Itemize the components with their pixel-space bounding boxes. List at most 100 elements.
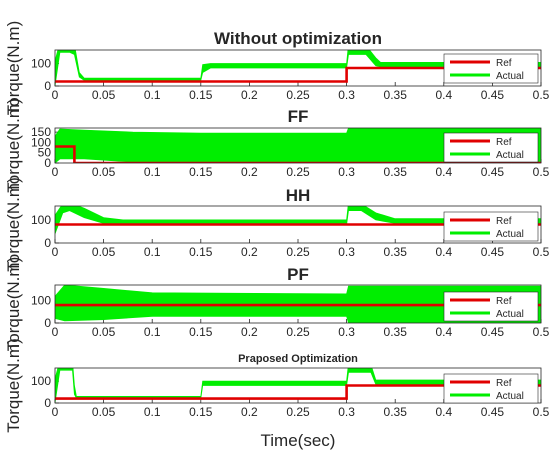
x-tick-label: 0.35 xyxy=(384,325,408,339)
x-tick-label: 0.35 xyxy=(384,165,408,179)
y-axis-label: Torque(N.m) xyxy=(4,177,23,271)
legend-label-ref: Ref xyxy=(496,378,512,389)
x-tick-label: 0.45 xyxy=(481,245,505,259)
x-tick-label: 0.15 xyxy=(189,245,213,259)
x-tick-label: 0.1 xyxy=(144,245,161,259)
x-tick-label: 0.1 xyxy=(144,88,161,102)
x-tick-label: 0.5 xyxy=(533,245,549,259)
y-tick-label: 0 xyxy=(44,316,51,330)
legend-label-ref: Ref xyxy=(496,296,512,307)
plot-content xyxy=(55,128,541,163)
y-axis-label: Torque(N.m) xyxy=(4,98,23,192)
legend: Ref Actual xyxy=(443,211,539,242)
legend-box xyxy=(443,132,539,163)
x-tick-label: 0.4 xyxy=(435,245,452,259)
x-tick-label: 0.05 xyxy=(92,165,116,179)
x-tick-label: 0.3 xyxy=(338,405,355,419)
x-tick-label: 0.5 xyxy=(533,165,549,179)
subplot-1: Without optimization 0 100 0 0.05 0.1 0.15 0.2 0… xyxy=(4,21,549,115)
x-tick-label: 0.2 xyxy=(241,325,258,339)
series-actual-band xyxy=(55,206,541,234)
x-tick-label: 0.45 xyxy=(481,165,505,179)
plot-content xyxy=(55,50,541,86)
x-tick-label: 0.5 xyxy=(533,405,549,419)
x-tick-label: 0.15 xyxy=(189,325,213,339)
y-tick-label: 100 xyxy=(31,213,51,227)
subplot-title: PF xyxy=(287,265,309,284)
x-tick-label: 0.3 xyxy=(338,325,355,339)
subplot-3: HH 0 100 0 0.05 0.1 0.15 0.2 0.25 0.3 0.35 0.4 0.45 0… xyxy=(4,177,549,271)
subplots: Without optimization 0 100 0 0.05 0.1 0.15 0.2 0… xyxy=(4,21,549,433)
x-tick-label: 0.5 xyxy=(533,88,549,102)
legend-label-actual: Actual xyxy=(496,229,524,240)
y-tick-label: 0 xyxy=(44,156,51,170)
y-tick-label: 0 xyxy=(44,396,51,410)
legend-label-ref: Ref xyxy=(496,216,512,227)
legend-label-actual: Actual xyxy=(496,150,524,161)
axes-box xyxy=(54,284,542,324)
x-tick-label: 0.25 xyxy=(286,165,310,179)
y-tick-label: 100 xyxy=(31,294,51,308)
x-tick-label: 0.2 xyxy=(241,165,258,179)
y-tick-label: 100 xyxy=(31,374,51,388)
x-tick-label: 0.15 xyxy=(189,405,213,419)
legend-label-actual: Actual xyxy=(496,391,524,402)
legend-box xyxy=(443,373,539,404)
y-axis-label: Torque(N.m) xyxy=(4,257,23,351)
x-tick-label: 0 xyxy=(52,405,59,419)
x-tick-label: 0 xyxy=(52,245,59,259)
x-tick-label: 0.3 xyxy=(338,165,355,179)
axes-box xyxy=(54,127,542,164)
subplot-title: HH xyxy=(286,186,311,205)
x-tick-label: 0.4 xyxy=(435,325,452,339)
x-tick-label: 0.5 xyxy=(533,325,549,339)
subplot-5: Praposed Optimization 0 100 0 0.05 0.1 0.15 0.2… xyxy=(4,338,549,432)
x-tick-label: 0.35 xyxy=(384,88,408,102)
y-tick-label: 100 xyxy=(31,57,51,71)
x-tick-label: 0.2 xyxy=(241,245,258,259)
series-actual-band xyxy=(55,368,541,403)
x-tick-label: 0.25 xyxy=(286,245,310,259)
plot-content xyxy=(55,285,541,323)
legend-label-ref: Ref xyxy=(496,137,512,148)
x-tick-label: 0.05 xyxy=(92,245,116,259)
subplot-title: FF xyxy=(288,107,309,126)
y-tick-label: 50 xyxy=(38,146,52,160)
legend: Ref Actual xyxy=(443,132,539,163)
x-tick-label: 0.2 xyxy=(241,88,258,102)
x-tick-label: 0.1 xyxy=(144,165,161,179)
x-tick-label: 0.35 xyxy=(384,245,408,259)
y-tick-label: 0 xyxy=(44,236,51,250)
series-actual-band xyxy=(55,128,541,163)
x-axis-label: Time(sec) xyxy=(261,431,336,450)
subplot-title: Praposed Optimization xyxy=(238,353,358,365)
x-tick-label: 0.3 xyxy=(338,88,355,102)
x-tick-label: 0.3 xyxy=(338,245,355,259)
legend: Ref Actual xyxy=(443,373,539,404)
x-tick-label: 0 xyxy=(52,325,59,339)
x-tick-label: 0.25 xyxy=(286,405,310,419)
axes-box xyxy=(54,49,542,87)
legend: Ref Actual xyxy=(443,291,539,322)
legend: Ref Actual xyxy=(443,53,539,84)
x-tick-label: 0 xyxy=(52,88,59,102)
plot-content xyxy=(55,206,541,234)
x-tick-label: 0.4 xyxy=(435,88,452,102)
legend-label-actual: Actual xyxy=(496,71,524,82)
y-tick-label: 100 xyxy=(31,135,51,149)
x-tick-label: 0.45 xyxy=(481,405,505,419)
axes-box xyxy=(54,205,542,244)
x-tick-label: 0.25 xyxy=(286,325,310,339)
legend-box xyxy=(443,53,539,84)
legend-label-actual: Actual xyxy=(496,309,524,320)
axes-box xyxy=(54,367,542,404)
legend-label-ref: Ref xyxy=(496,58,512,69)
y-tick-label: 150 xyxy=(31,125,51,139)
subplot-4: PF 0 100 0 0.05 0.1 0.15 0.2 0.25 0.3 0.35 0.4 0.45 0… xyxy=(4,257,549,351)
legend-box xyxy=(443,211,539,242)
subplot-title: Without optimization xyxy=(214,29,382,48)
series-ref-line xyxy=(55,384,541,400)
x-tick-label: 0.05 xyxy=(92,405,116,419)
